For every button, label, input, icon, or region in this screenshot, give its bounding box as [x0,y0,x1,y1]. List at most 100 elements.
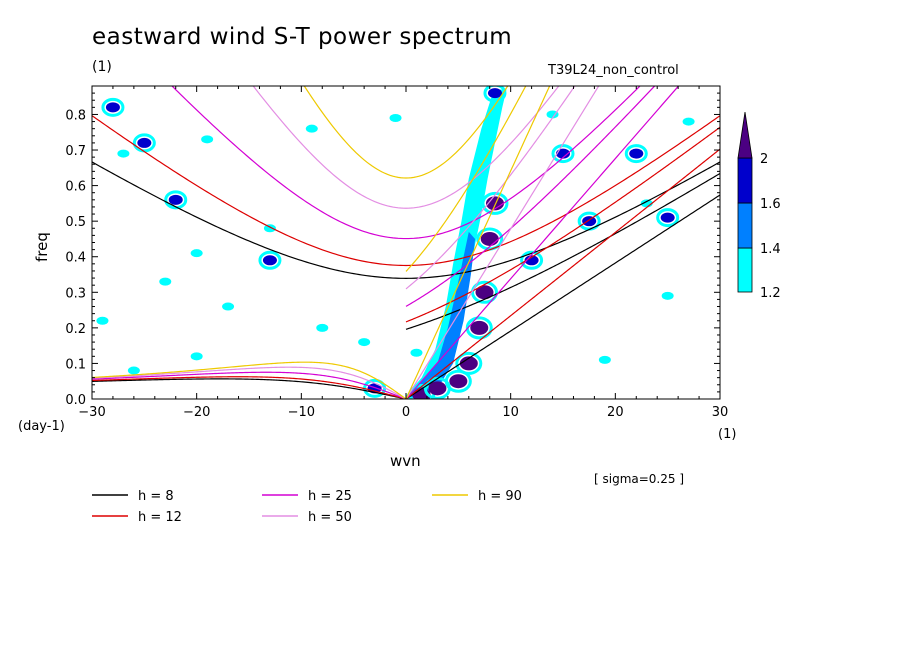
spectrum-blob [137,137,152,148]
y-tick-label: 0.8 [65,108,86,123]
gravity-wave-curve [303,86,509,179]
spectrum-blob-halo [164,190,188,210]
x-tick-label: 20 [607,405,624,420]
gravity-wave-curve [92,161,720,279]
y-tick-label: 0.0 [65,393,86,408]
spectrum-blob [661,291,674,300]
colorbar: 1.2 1.4 1.6 2 [737,111,781,301]
spectrum-blob [582,216,597,227]
spectrum-blob [201,135,214,144]
mrg-wave-curve [405,126,720,323]
legend: h = 8 h = 12 h = 25 h = 50 h = 90 [92,489,522,525]
y-unit-label: (day-1) [18,419,65,434]
spectrum-blob [358,338,371,347]
rossby-wave-curve [92,371,407,399]
legend-label: h = 90 [478,489,522,504]
x-tick-label: 30 [712,405,729,420]
kelvin-wave-curve [405,148,720,399]
spectrum-blob [629,148,644,159]
gravity-wave-curve [171,86,641,240]
y-tick-label: 0.7 [65,144,86,159]
spectrum-blob [660,212,675,223]
y-tick-label: 0.1 [65,357,86,372]
y-tick-label: 0.5 [65,215,86,230]
colorbar-segment [737,157,753,204]
kelvin-wave-curve [405,86,551,399]
chart-title: eastward wind S-T power spectrum [92,24,513,50]
gravity-wave-curve [252,86,560,209]
x-tick-label: 0 [402,405,410,420]
run-name-label: T39L24_non_control [548,63,679,78]
spectrum-blob [524,255,539,266]
y-tick-label: 0.3 [65,286,86,301]
spectrum-blob-halo [656,208,680,228]
spectrum-blob-halo [471,280,498,304]
kelvin-wave-curve [405,194,720,399]
y-tick-label: 0.2 [65,322,86,337]
rossby-wave-curve [92,378,407,399]
colorbar-extend-arrow [737,111,753,159]
spectrum-blob [262,255,277,266]
plot-frame [91,85,721,400]
kelvin-wave-curve [405,86,600,399]
spectrum-blob [556,148,570,159]
spectrum-blob [305,124,318,133]
y-tick-label: 0.6 [65,180,86,195]
rossby-wave-curve [92,366,407,399]
x-tick-label: −20 [183,405,210,420]
spectrum-blob [475,285,494,300]
spectrum-blob-halo [481,191,509,215]
spectrum-blob [410,348,423,357]
spectrum-blob-halo [476,227,504,251]
spectrum-blob [168,194,183,205]
spectrum-blob [546,110,559,119]
mrg-wave-curve [405,86,527,272]
spectrum-blob-halo [624,144,648,164]
spectrum-blob [190,249,203,258]
spectrum-blob-halo [258,250,282,270]
rossby-wave-curve [92,361,407,399]
legend-label: h = 12 [138,510,182,525]
kelvin-wave-curve [405,86,680,399]
spectrum-blob [480,231,499,246]
spectrum-blob [598,355,611,364]
spectrum-blob [470,320,489,335]
legend-label: h = 25 [308,489,352,504]
spectrum-blob [682,117,695,126]
spectrum-blob [449,374,468,389]
colorbar-segment [737,247,753,293]
spectrum-blob-halo [483,86,507,103]
mrg-wave-curve [405,86,656,307]
spectrum-blob [190,352,203,361]
spectrum-blob [316,323,329,332]
spectrum-blob [127,366,140,375]
x-axis-title: wvn [390,452,421,470]
spectrum-blob [459,356,478,371]
spectrum-blob-halo [101,97,125,117]
spectrum-blob [96,316,109,325]
spectrum-blob-halo [520,250,544,270]
spectrum-blob [105,102,120,113]
colorbar-segment [737,202,753,249]
x-unit-label: (1) [718,427,736,442]
spectrum-blob [263,224,276,233]
colorbar-label: 2 [760,152,768,167]
spectrum-blob [159,277,172,286]
spectrum-blob [428,381,447,396]
spectrum-ridge-shade [406,89,507,399]
legend-label: h = 50 [308,510,352,525]
spectrum-blob [222,302,235,311]
mrg-wave-curve [405,86,576,290]
sigma-note: [ sigma=0.25 ] [594,472,684,486]
legend-label: h = 8 [138,489,174,504]
spectrum-blob [487,88,502,99]
x-tick-label: −10 [288,405,315,420]
rossby-wave-curve [92,376,407,399]
gravity-wave-curve [92,115,720,267]
spectrum-blob-halo [455,351,483,375]
y-axis-title: freq [33,232,51,262]
y-tick-label: 0.4 [65,251,86,266]
mrg-wave-curve [405,172,720,330]
x-tick-label: −30 [78,405,105,420]
